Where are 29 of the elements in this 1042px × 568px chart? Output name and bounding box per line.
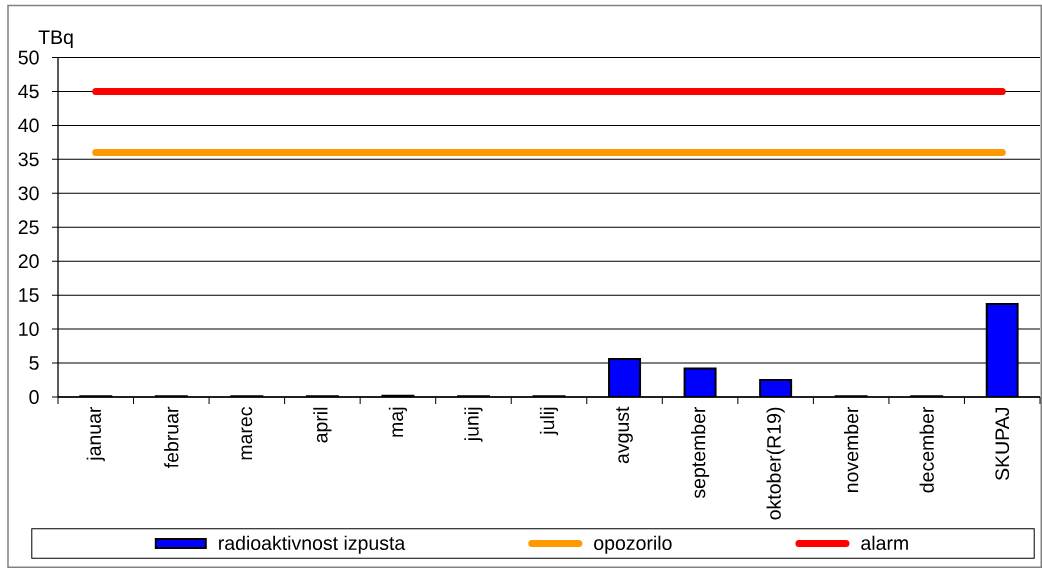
y-axis-title: TBq <box>38 30 73 48</box>
x-tick-label: februar <box>164 406 179 469</box>
legend-label: radioaktivnost izpusta <box>219 535 406 554</box>
x-tick-label: maj <box>388 407 408 437</box>
x-tick-label: november <box>844 406 859 492</box>
y-tick-label: 35 <box>18 152 39 167</box>
legend-label: opozorilo <box>594 535 672 554</box>
y-tick-label: 50 <box>18 50 39 65</box>
y-tick-label: 0 <box>29 390 39 404</box>
y-tick-label: 45 <box>18 84 39 99</box>
x-tick-label: SKUPAJ <box>995 407 1010 481</box>
y-tick-label: 15 <box>19 288 39 302</box>
x-tick-label: april <box>313 407 332 443</box>
bar <box>985 302 1019 397</box>
y-tick-label: 5 <box>29 356 39 370</box>
y-tick-label: 40 <box>18 118 39 133</box>
x-tick-label: avgust <box>616 406 633 464</box>
y-tick-label: 20 <box>18 254 39 269</box>
x-tick-label: december <box>919 406 934 493</box>
x-tick-label: oktober(R19) <box>766 407 785 520</box>
y-tick-label: 25 <box>18 220 39 235</box>
legend-label: alarm <box>861 535 908 550</box>
y-tick-label: 30 <box>18 186 39 201</box>
x-tick-label: julij <box>539 407 559 436</box>
x-tick-label: januar <box>86 406 105 462</box>
y-tick-label: 10 <box>19 322 39 336</box>
x-tick-label: marec <box>241 407 253 460</box>
x-tick-label: september <box>690 406 710 499</box>
x-tick-label: junij <box>464 407 483 442</box>
